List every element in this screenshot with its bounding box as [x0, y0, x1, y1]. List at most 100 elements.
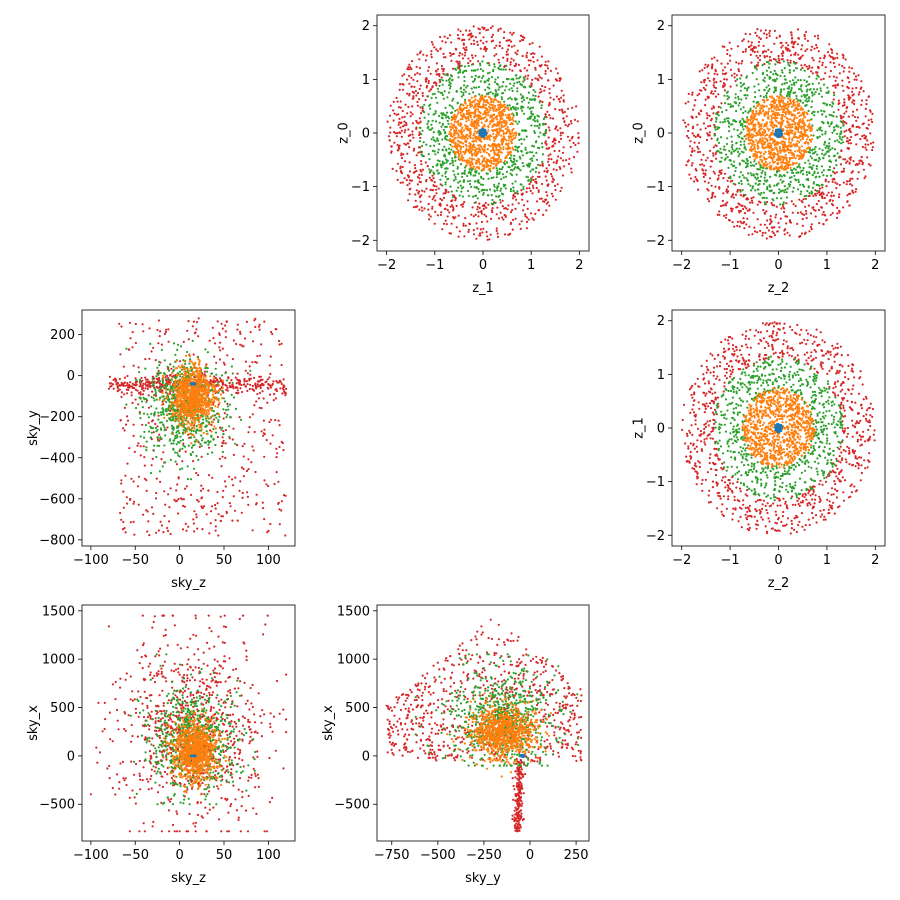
data-point — [766, 219, 769, 222]
data-point — [754, 66, 757, 69]
data-point — [547, 157, 550, 161]
data-point — [411, 133, 414, 136]
data-point — [416, 100, 419, 103]
data-point — [470, 161, 474, 164]
data-point — [472, 229, 475, 232]
data-point — [437, 148, 440, 151]
data-point — [482, 227, 485, 230]
data-point — [804, 205, 807, 208]
data-point — [842, 170, 845, 173]
data-point — [435, 192, 438, 195]
data-point — [507, 44, 510, 47]
data-point — [474, 69, 477, 72]
data-point — [496, 206, 499, 209]
data-point — [475, 162, 478, 165]
data-point — [732, 150, 736, 153]
data-point — [808, 122, 811, 126]
data-point — [469, 179, 472, 182]
data-point — [830, 195, 833, 198]
data-point — [496, 118, 499, 121]
data-point — [757, 150, 761, 154]
data-point — [805, 97, 808, 100]
data-point — [476, 121, 479, 124]
data-point — [516, 122, 519, 125]
data-point — [812, 194, 815, 197]
data-point — [736, 190, 739, 193]
data-point — [395, 135, 398, 138]
data-point — [560, 186, 563, 189]
data-point — [822, 121, 825, 124]
data-point — [768, 235, 772, 238]
data-point — [517, 77, 521, 80]
data-point — [708, 79, 711, 82]
data-point — [838, 193, 841, 196]
data-point — [398, 117, 401, 120]
data-point — [780, 46, 783, 49]
data-point — [778, 169, 781, 172]
data-point — [835, 187, 838, 190]
data-point — [750, 142, 754, 145]
data-point — [723, 83, 726, 86]
data-point — [758, 125, 761, 128]
data-point — [547, 201, 550, 204]
data-point — [814, 176, 817, 179]
data-point — [721, 69, 725, 72]
data-point — [747, 111, 750, 114]
data-point — [528, 98, 532, 101]
data-point — [763, 101, 766, 104]
data-point — [755, 156, 758, 159]
data-point — [788, 234, 791, 237]
data-point — [743, 205, 746, 208]
data-point — [476, 99, 479, 102]
data-point — [871, 148, 874, 152]
data-point — [842, 56, 845, 60]
data-point — [495, 167, 498, 170]
data-point — [473, 201, 476, 204]
data-point — [794, 51, 797, 54]
data-point — [776, 230, 779, 233]
data-point — [825, 91, 828, 94]
data-point — [463, 80, 466, 83]
data-point — [472, 39, 475, 42]
data-point — [399, 167, 402, 170]
data-point — [462, 70, 465, 73]
data-point — [544, 63, 547, 67]
data-point — [475, 119, 478, 123]
data-point — [498, 103, 501, 106]
data-point — [799, 211, 803, 214]
data-point — [723, 145, 726, 148]
data-point — [514, 217, 517, 220]
x-tick-label: −1 — [425, 258, 444, 273]
data-point — [839, 114, 842, 117]
data-point — [477, 85, 480, 89]
data-point — [840, 132, 843, 135]
data-point — [469, 116, 472, 119]
data-point — [744, 134, 748, 137]
data-point — [544, 122, 547, 126]
data-point — [832, 91, 836, 94]
data-point — [400, 152, 403, 155]
data-point — [752, 100, 755, 103]
data-point — [723, 78, 726, 81]
data-point — [789, 123, 793, 126]
data-point — [498, 41, 501, 44]
data-point — [500, 96, 503, 99]
data-point — [463, 84, 466, 87]
data-point — [789, 61, 792, 64]
data-point — [463, 201, 466, 204]
data-point — [740, 98, 743, 101]
data-point — [807, 159, 810, 162]
data-point — [691, 147, 694, 150]
data-point — [831, 170, 835, 173]
data-point — [771, 198, 774, 201]
data-point — [443, 35, 446, 38]
data-point — [771, 129, 774, 132]
data-point — [833, 172, 837, 175]
data-point — [472, 106, 476, 109]
data-point — [555, 161, 558, 164]
data-point — [535, 158, 539, 161]
series-2 — [418, 60, 548, 205]
data-point — [710, 90, 713, 93]
data-point — [818, 92, 821, 95]
data-point — [433, 222, 436, 225]
